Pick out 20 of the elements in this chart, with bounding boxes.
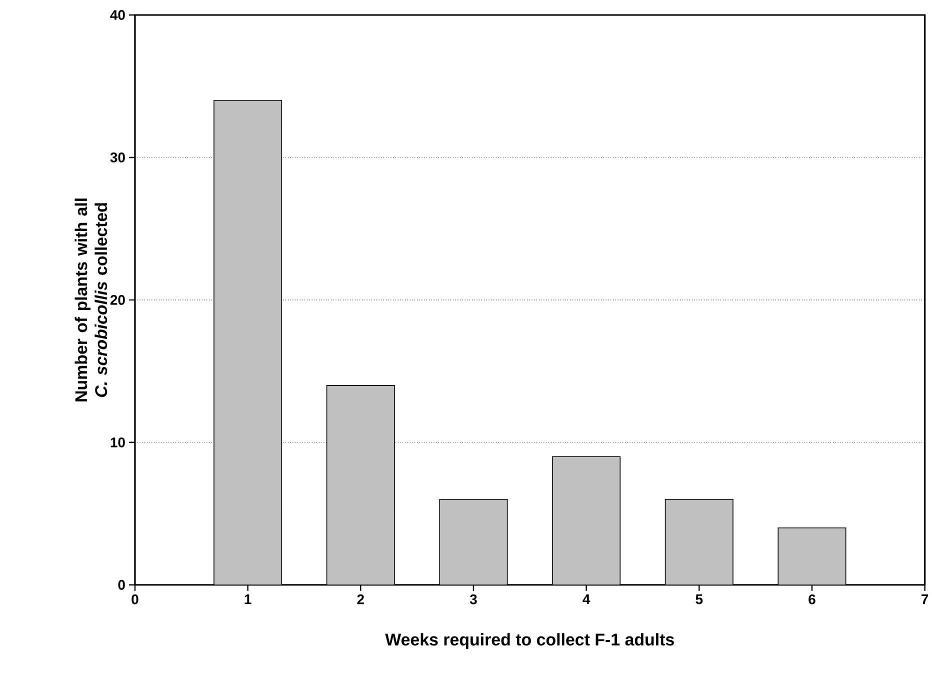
- bar: [326, 385, 395, 585]
- bar: [214, 100, 282, 585]
- x-tick-label: 4: [582, 594, 590, 604]
- x-tick-label: 6: [808, 594, 816, 604]
- y-tick-label: 20: [110, 295, 125, 305]
- y-tick-label: 40: [110, 10, 125, 20]
- y-tick-label: 10: [110, 438, 125, 448]
- y-tick-label: 30: [110, 152, 125, 162]
- x-tick-label: 5: [696, 594, 703, 604]
- x-tick-label: 1: [244, 594, 252, 604]
- x-axis-title: Weeks required to collect F-1 adults: [385, 633, 674, 649]
- bar: [439, 499, 508, 585]
- y-tick-label: 0: [118, 580, 125, 590]
- x-tick-label: 0: [132, 594, 138, 604]
- bar: [664, 499, 734, 585]
- x-tick-label: 7: [922, 594, 928, 604]
- x-tick-label: 2: [357, 594, 364, 604]
- x-tick-label: 3: [470, 594, 477, 604]
- bar: [778, 528, 846, 585]
- bar: [552, 456, 621, 585]
